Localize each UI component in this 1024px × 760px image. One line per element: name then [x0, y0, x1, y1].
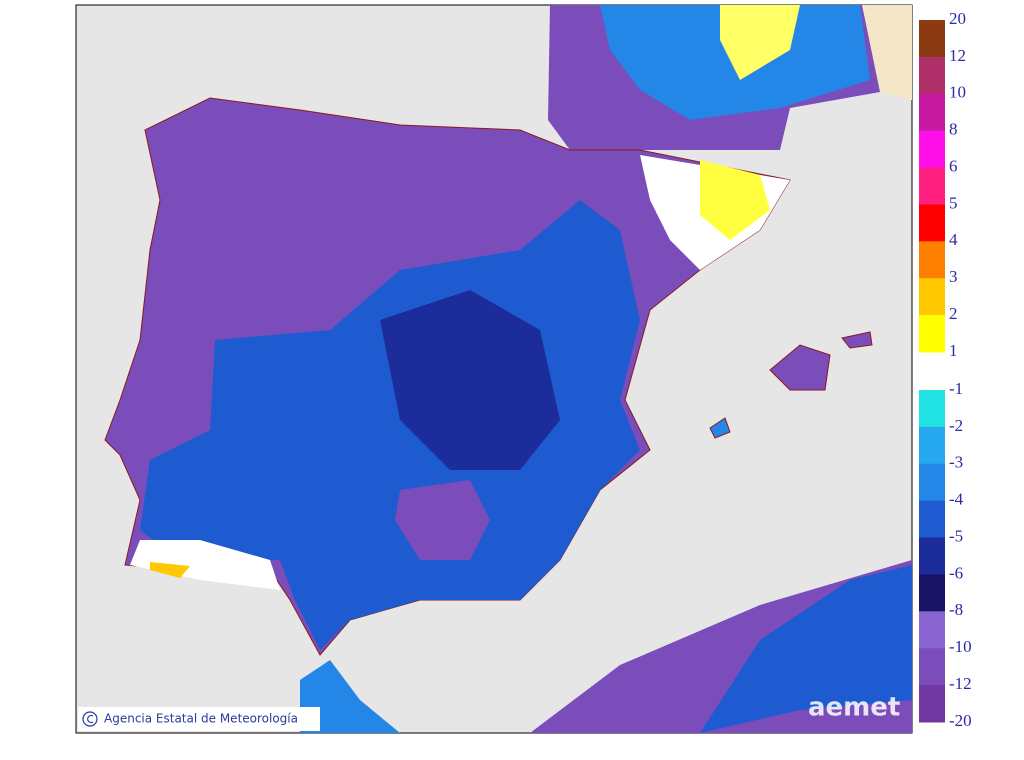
legend-tick-label: -5: [949, 526, 963, 545]
island-menorca: [841, 331, 873, 349]
color-bin: [919, 648, 945, 686]
field-catalonia-warm: [700, 160, 770, 240]
legend-tick-label: 6: [949, 156, 958, 175]
map: Agencia Estatal de Meteorología aemet: [75, 4, 913, 734]
legend-tick-label: -2: [949, 416, 963, 435]
legend-tick-label: -20: [949, 711, 972, 730]
color-bin: [919, 500, 945, 539]
legend-tick-label: 10: [949, 83, 966, 102]
legend-tick-label: -4: [949, 490, 964, 509]
color-bin: [919, 241, 945, 279]
color-bin: [919, 167, 945, 205]
legend-tick-label: -1: [949, 379, 963, 398]
legend-tick-label: -6: [949, 563, 963, 582]
color-bin: [919, 611, 945, 649]
legend-tick-label: 5: [949, 193, 958, 212]
color-bin: [919, 390, 945, 428]
color-bin: [919, 315, 945, 353]
field-south-coast: [130, 540, 280, 590]
field-interior: [140, 200, 640, 650]
legend-tick-label: 1: [949, 341, 958, 360]
color-bin: [919, 574, 945, 612]
land-france: [862, 5, 912, 100]
legend-tick-label: 8: [949, 120, 958, 139]
color-bin: [919, 204, 945, 242]
field-south-warm: [150, 562, 190, 578]
color-bin: [919, 278, 945, 316]
color-bin: [919, 130, 945, 169]
legend-tick-label: -10: [949, 637, 972, 656]
field-cold: [380, 290, 560, 470]
logo-text: aemet: [808, 693, 900, 723]
copyright-icon-c: [87, 714, 94, 724]
color-bin: [919, 537, 945, 575]
copyright-icon: [82, 711, 98, 727]
island-mallorca: [769, 344, 831, 391]
color-bin: [919, 463, 945, 502]
color-bin: [919, 685, 945, 723]
island-ibiza: [709, 417, 731, 439]
credit-box: [78, 707, 320, 731]
legend-tick-label: 12: [949, 46, 966, 65]
color-bin: [919, 56, 945, 95]
legend-tick-label: 3: [949, 267, 958, 286]
land-africa-west: [300, 660, 400, 733]
credit-text: Agencia Estatal de Meteorología: [104, 712, 298, 726]
legend-tick-label: 20: [949, 9, 966, 28]
legend-tick-label: 2: [949, 304, 958, 323]
color-bin: [919, 426, 945, 465]
legend-tick-label: 4: [949, 230, 958, 249]
color-bin: [919, 20, 945, 58]
field-south-purple: [395, 480, 490, 560]
legend: 20 12 10 8 6 5 4 3 2 1 -1 -2 -3 -4 -5 -6 -8 -10 -12 -20: [919, 9, 972, 730]
field-north-warm: [720, 5, 800, 80]
color-bin: [919, 93, 945, 132]
legend-tick-label: -8: [949, 600, 963, 619]
legend-tick-label: -3: [949, 453, 963, 472]
legend-tick-label: -12: [949, 674, 972, 693]
field-africa: [700, 565, 912, 733]
